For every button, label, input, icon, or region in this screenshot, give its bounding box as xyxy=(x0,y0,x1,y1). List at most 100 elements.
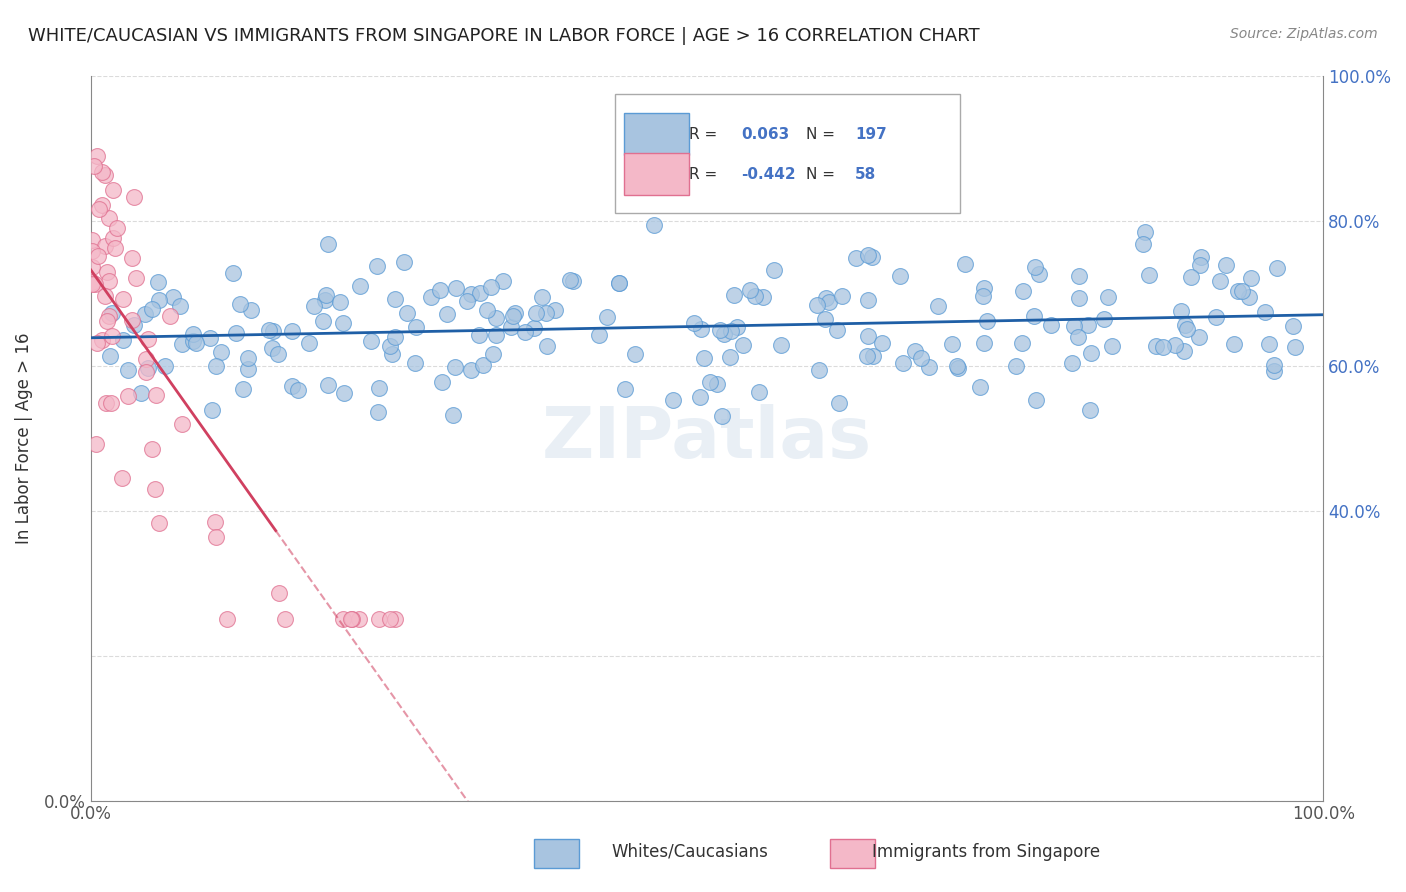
Text: R =: R = xyxy=(689,127,717,142)
FancyBboxPatch shape xyxy=(614,94,960,213)
Point xyxy=(332,612,354,626)
Point xyxy=(136,360,159,375)
Point xyxy=(709,323,731,337)
Point xyxy=(225,326,247,341)
Point xyxy=(318,378,340,392)
Point xyxy=(262,325,284,339)
Point xyxy=(100,305,122,319)
Text: -0.442: -0.442 xyxy=(741,167,796,182)
Point xyxy=(236,362,259,376)
Point xyxy=(315,288,337,302)
Point xyxy=(856,293,879,308)
Point xyxy=(1132,236,1154,251)
Point xyxy=(432,375,454,389)
Point xyxy=(1174,318,1197,332)
Point xyxy=(1024,310,1046,324)
Point xyxy=(477,302,499,317)
Point xyxy=(1226,284,1249,298)
Point xyxy=(280,324,302,338)
Point xyxy=(1040,318,1063,333)
Point xyxy=(1077,318,1099,333)
Point xyxy=(111,471,134,485)
Point xyxy=(405,320,427,334)
Point xyxy=(143,483,166,497)
Point xyxy=(828,395,851,409)
Point xyxy=(169,299,191,313)
Point xyxy=(969,380,991,394)
Point xyxy=(82,275,104,289)
Point xyxy=(502,309,524,323)
Point xyxy=(531,290,554,304)
FancyBboxPatch shape xyxy=(624,113,689,155)
Point xyxy=(181,334,204,348)
Point xyxy=(744,289,766,303)
Point xyxy=(976,313,998,327)
Point xyxy=(97,275,120,289)
Point xyxy=(1024,260,1046,274)
Point xyxy=(889,269,911,284)
Point xyxy=(918,360,941,375)
Point xyxy=(1137,268,1160,282)
Point xyxy=(1180,269,1202,284)
Point xyxy=(141,301,163,316)
Point xyxy=(460,287,482,301)
Point xyxy=(145,388,167,402)
Point xyxy=(98,211,121,225)
Point xyxy=(232,382,254,396)
Point xyxy=(101,329,124,343)
Point xyxy=(769,337,792,351)
Point xyxy=(83,277,105,291)
Point xyxy=(1011,335,1033,350)
Point xyxy=(267,347,290,361)
Point xyxy=(561,275,583,289)
Point xyxy=(946,359,969,373)
Point xyxy=(134,307,156,321)
Point xyxy=(129,385,152,400)
Point xyxy=(492,274,515,288)
Point xyxy=(467,328,489,343)
Point xyxy=(441,409,464,423)
Point xyxy=(181,326,204,341)
Point xyxy=(340,612,363,626)
Point xyxy=(378,612,401,626)
Point xyxy=(201,403,224,417)
Point xyxy=(84,437,107,451)
Point xyxy=(1263,364,1285,378)
Point xyxy=(1028,267,1050,281)
Point xyxy=(460,363,482,377)
Point xyxy=(689,390,711,404)
Point xyxy=(86,249,108,263)
Point xyxy=(121,251,143,265)
Point xyxy=(94,289,117,303)
Point xyxy=(948,361,970,376)
Point xyxy=(710,409,733,423)
Point xyxy=(444,280,467,294)
Point xyxy=(98,310,121,324)
Point xyxy=(609,277,631,291)
Point xyxy=(159,310,181,324)
Point xyxy=(349,279,371,293)
Point xyxy=(718,351,741,365)
Point xyxy=(104,241,127,255)
Point xyxy=(124,271,146,285)
Point xyxy=(239,303,262,318)
Point xyxy=(98,350,121,364)
Point xyxy=(384,293,406,307)
Point xyxy=(479,280,502,294)
Point xyxy=(513,325,536,339)
Point xyxy=(378,339,401,353)
Point xyxy=(101,183,124,197)
Point xyxy=(891,356,914,370)
Point xyxy=(845,251,868,265)
Point xyxy=(82,277,104,292)
Point xyxy=(596,310,619,324)
Point xyxy=(122,190,145,204)
Point xyxy=(419,290,441,304)
Text: ZIPatlas: ZIPatlas xyxy=(541,403,872,473)
Point xyxy=(298,336,321,351)
Point xyxy=(111,292,134,306)
Point xyxy=(1205,310,1227,324)
Point xyxy=(471,358,494,372)
Point xyxy=(366,259,388,273)
Point xyxy=(436,307,458,321)
